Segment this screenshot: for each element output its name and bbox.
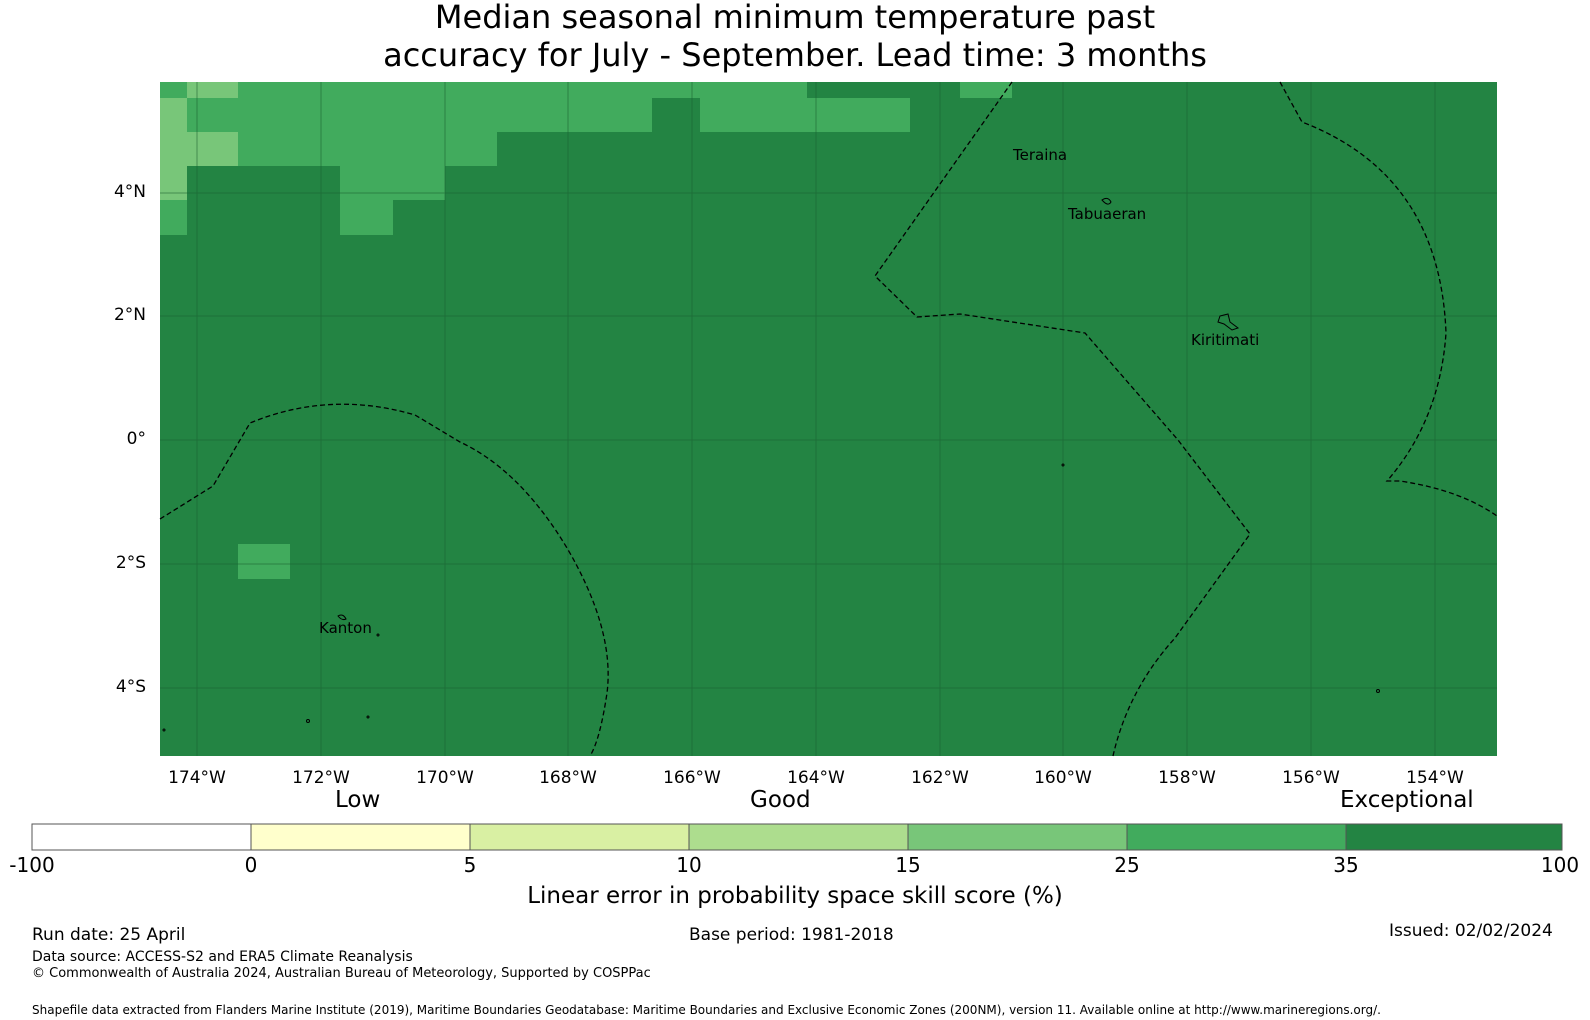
legend-tick: 10 [676, 853, 702, 877]
lon-label-154w: 154°W [1406, 768, 1464, 788]
legend-title: Linear error in probability space skill … [527, 883, 1063, 909]
lon-label-160w: 160°W [1034, 768, 1092, 788]
data-source: Data source: ACCESS-S2 and ERA5 Climate … [32, 949, 413, 965]
place-label-kiritimati: Kiritimati [1191, 331, 1259, 349]
map-title-line-2: accuracy for July - September. Lead time… [383, 36, 1207, 74]
lat-label-4s: 4°S [115, 677, 146, 697]
lon-label-156w: 156°W [1282, 768, 1340, 788]
legend-category-low: Low [335, 787, 381, 813]
lon-label-164w: 164°W [787, 768, 845, 788]
legend-category-exceptional: Exceptional [1340, 787, 1474, 813]
lon-label-166w: 166°W [663, 768, 721, 788]
lon-label-174w: 174°W [168, 768, 226, 788]
kiritimati-outline [1217, 313, 1240, 331]
legend-tick: -100 [9, 853, 55, 877]
lat-label-2n: 2°N [113, 305, 146, 325]
eez-kiribati-line-islands-east [1279, 81, 1498, 517]
lat-label-0: 0° [126, 429, 146, 449]
island-outlines [162, 197, 1380, 732]
legend-tick: 0 [244, 853, 258, 877]
colorbar [31, 823, 1563, 851]
legend-tick: 15 [895, 853, 921, 877]
eez-phoenix-islands [159, 403, 609, 757]
lat-label-2s: 2°S [115, 553, 146, 573]
base-period: Base period: 1981-2018 [689, 925, 894, 945]
run-date: Run date: 25 April [32, 925, 186, 945]
map-title-line-1: Median seasonal minimum temperature past [434, 0, 1156, 36]
lon-label-170w: 170°W [416, 768, 474, 788]
lon-label-158w: 158°W [1158, 768, 1216, 788]
eez-kiribati-line-islands-west [874, 81, 1251, 757]
kanton-outline [337, 614, 347, 621]
place-label-teraina: Teraina [1012, 146, 1067, 164]
skill-cells-good [160, 82, 238, 200]
skill-cells-very-good [160, 82, 1012, 579]
lon-label-168w: 168°W [539, 768, 597, 788]
lon-label-172w: 172°W [292, 768, 350, 788]
legend-tick: 35 [1333, 853, 1359, 877]
eez-boundaries [159, 81, 1498, 757]
legend-tick: 25 [1114, 853, 1140, 877]
legend-tick: 5 [463, 853, 477, 877]
copyright-notice: © Commonwealth of Australia 2024, Austra… [32, 966, 651, 981]
legend-tick: 100 [1540, 853, 1580, 877]
lon-label-162w: 162°W [911, 768, 969, 788]
place-label-tabuaeran: Tabuaeran [1067, 205, 1146, 223]
legend-category-good: Good [750, 787, 811, 813]
map-gridlines [160, 82, 1497, 756]
place-label-kanton: Kanton [319, 619, 372, 637]
shapefile-credit: Shapefile data extracted from Flanders M… [32, 1003, 1381, 1017]
issued-date: Issued: 02/02/2024 [1389, 921, 1553, 941]
lat-label-4n: 4°N [113, 182, 146, 202]
tabuaeran-outline [1101, 197, 1112, 205]
